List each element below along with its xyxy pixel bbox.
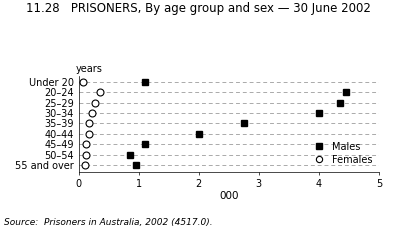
Text: years: years bbox=[75, 64, 102, 74]
X-axis label: 000: 000 bbox=[219, 191, 239, 201]
Text: Source:  Prisoners in Australia, 2002 (4517.0).: Source: Prisoners in Australia, 2002 (45… bbox=[4, 217, 213, 227]
Legend: Males, Females: Males, Females bbox=[307, 140, 374, 167]
Text: 11.28   PRISONERS, By age group and sex — 30 June 2002: 11.28 PRISONERS, By age group and sex — … bbox=[26, 2, 371, 15]
